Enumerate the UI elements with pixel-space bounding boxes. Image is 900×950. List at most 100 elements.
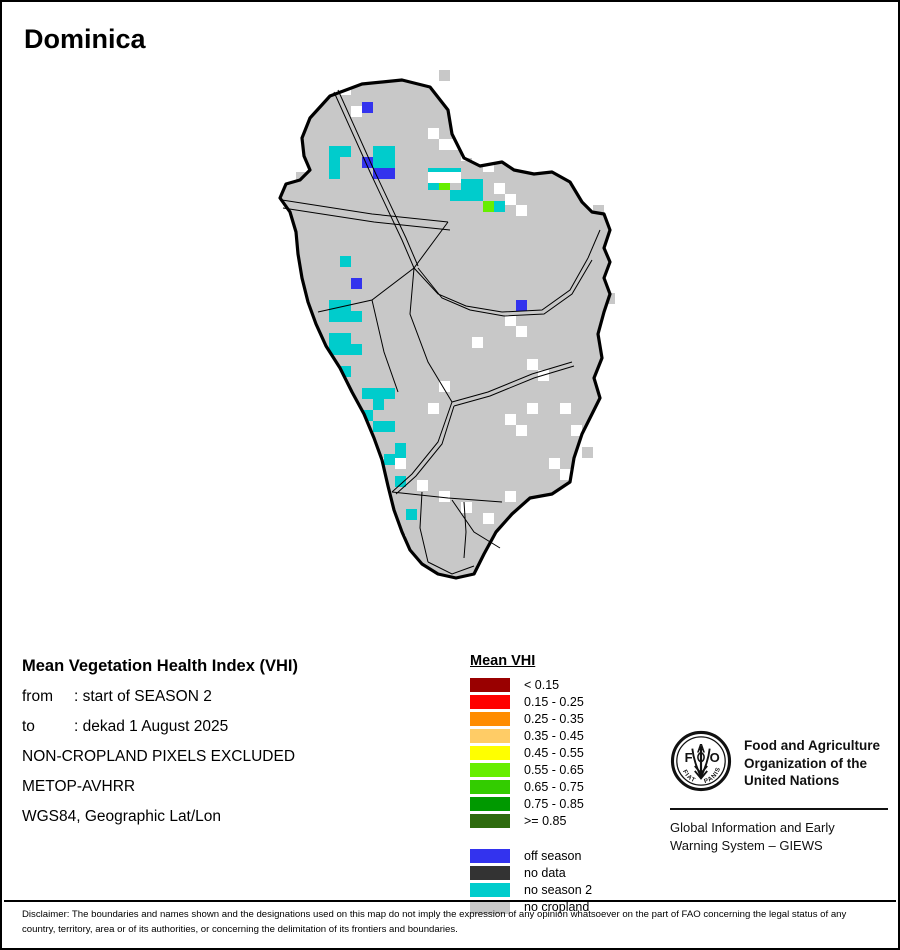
legend-status-label: off season [524, 849, 582, 863]
legend-class-row[interactable]: 0.15 - 0.25 [470, 694, 592, 710]
giews-line1: Global Information and Early [670, 820, 835, 835]
vhi-pixel[interactable] [450, 190, 461, 201]
legend-status-list: off season no data no season 2 no cropland [470, 848, 592, 915]
svg-text:F: F [685, 750, 693, 765]
legend-class-swatch [470, 712, 510, 726]
vhi-pixel[interactable] [340, 311, 351, 322]
vhi-pixel[interactable] [384, 168, 395, 179]
legend-spacer [470, 830, 592, 846]
legend-class-row[interactable]: 0.55 - 0.65 [470, 762, 592, 778]
vhi-pixel[interactable] [329, 146, 340, 157]
to-value: : dekad 1 August 2025 [74, 718, 229, 735]
vhi-pixel[interactable] [406, 564, 417, 575]
info-heading: Mean Vegetation Health Index (VHI) [22, 657, 298, 675]
legend-class-label: 0.15 - 0.25 [524, 695, 584, 709]
info-projection: WGS84, Geographic Lat/Lon [22, 808, 222, 825]
fao-org-line3: United Nations [744, 773, 840, 789]
legend-class-row[interactable]: 0.65 - 0.75 [470, 779, 592, 795]
vhi-pixel[interactable] [329, 311, 340, 322]
vhi-pixel[interactable] [340, 333, 351, 344]
vhi-pixel[interactable] [406, 509, 417, 520]
vhi-pixel[interactable] [428, 179, 439, 190]
page-title: Dominica [24, 24, 146, 54]
vhi-pixel[interactable] [373, 168, 384, 179]
vhi-pixel[interactable] [329, 300, 340, 311]
legend-class-swatch [470, 797, 510, 811]
legend-class-swatch [470, 729, 510, 743]
vhi-pixel[interactable] [329, 168, 340, 179]
vhi-pixel[interactable] [329, 333, 340, 344]
vhi-pixel[interactable] [395, 443, 406, 454]
legend-class-swatch [470, 780, 510, 794]
vhi-pixel[interactable] [373, 157, 384, 168]
vhi-pixel[interactable] [340, 344, 351, 355]
legend-title: Mean VHI [470, 653, 536, 669]
fao-logo-icon: F A O FIAT PANIS [670, 730, 732, 797]
vhi-pixel[interactable] [395, 476, 406, 487]
map-canvas[interactable] [252, 62, 672, 622]
legend-class-label: < 0.15 [524, 678, 560, 692]
vhi-pixel[interactable] [472, 179, 483, 190]
vhi-pixel[interactable] [329, 344, 340, 355]
vhi-pixel[interactable] [494, 201, 505, 212]
vhi-pixel[interactable] [362, 410, 373, 421]
vhi-pixel[interactable] [384, 421, 395, 432]
vhi-pixel[interactable] [340, 256, 351, 267]
vhi-pixel[interactable] [351, 344, 362, 355]
vhi-pixel[interactable] [384, 157, 395, 168]
vhi-pixel[interactable] [340, 366, 351, 377]
vhi-pixel[interactable] [472, 190, 483, 201]
vhi-pixel[interactable] [362, 388, 373, 399]
giews-line2: Warning System – GIEWS [670, 837, 823, 853]
legend-class-row[interactable]: 0.45 - 0.55 [470, 745, 592, 761]
vhi-pixel[interactable] [461, 190, 472, 201]
vhi-pixel[interactable] [516, 300, 527, 311]
vhi-pixel[interactable] [483, 201, 494, 212]
vhi-pixel[interactable] [351, 278, 362, 289]
fao-org-line1: Food and Agriculture [744, 737, 880, 753]
vhi-pixel[interactable] [340, 146, 351, 157]
vhi-pixel[interactable] [373, 399, 384, 410]
vhi-pixel[interactable] [373, 421, 384, 432]
vhi-pixel[interactable] [362, 157, 373, 168]
legend-class-label: 0.55 - 0.65 [524, 763, 584, 777]
district-boundaries [281, 89, 601, 575]
info-row-from: from: start of SEASON 2 [22, 688, 452, 706]
fao-org-line2: Organization of the [744, 755, 867, 771]
from-value: : start of SEASON 2 [74, 688, 212, 705]
legend-class-swatch [470, 814, 510, 828]
legend-class-row[interactable]: >= 0.85 [470, 813, 592, 829]
disclaimer-divider [4, 900, 896, 902]
legend-status-swatch [470, 866, 510, 880]
vhi-pixel[interactable] [373, 388, 384, 399]
legend-status-row[interactable]: off season [470, 848, 592, 864]
vhi-pixel[interactable] [384, 454, 395, 465]
legend-class-label: 0.25 - 0.35 [524, 712, 584, 726]
legend-class-label: 0.45 - 0.55 [524, 746, 584, 760]
vhi-pixel[interactable] [461, 179, 472, 190]
vhi-pixel[interactable] [329, 157, 340, 168]
legend-status-swatch [470, 900, 510, 914]
fao-organization-name: Food and Agriculture Organization of the… [744, 737, 880, 790]
legend-class-row[interactable]: < 0.15 [470, 677, 592, 693]
vhi-pixel[interactable] [351, 311, 362, 322]
island-base [280, 80, 610, 578]
legend-class-row[interactable]: 0.25 - 0.35 [470, 711, 592, 727]
vhi-pixel-layer[interactable] [329, 102, 527, 575]
legend-status-row[interactable]: no data [470, 865, 592, 881]
svg-text:O: O [710, 750, 720, 765]
vhi-pixel[interactable] [384, 388, 395, 399]
legend-class-swatch [470, 746, 510, 760]
vhi-pixel[interactable] [362, 102, 373, 113]
legend-class-row[interactable]: 0.75 - 0.85 [470, 796, 592, 812]
vhi-pixel[interactable] [373, 146, 384, 157]
legend-status-row[interactable]: no season 2 [470, 882, 592, 898]
fao-divider [670, 808, 888, 810]
dominica-map-svg[interactable] [252, 62, 672, 622]
vhi-pixel[interactable] [384, 146, 395, 157]
vhi-pixel[interactable] [439, 179, 450, 190]
legend-status-row[interactable]: no cropland [470, 899, 592, 915]
map-legend: Mean VHI < 0.15 0.15 - 0.25 0.25 - 0.35 0.3… [470, 652, 592, 916]
legend-class-row[interactable]: 0.35 - 0.45 [470, 728, 592, 744]
